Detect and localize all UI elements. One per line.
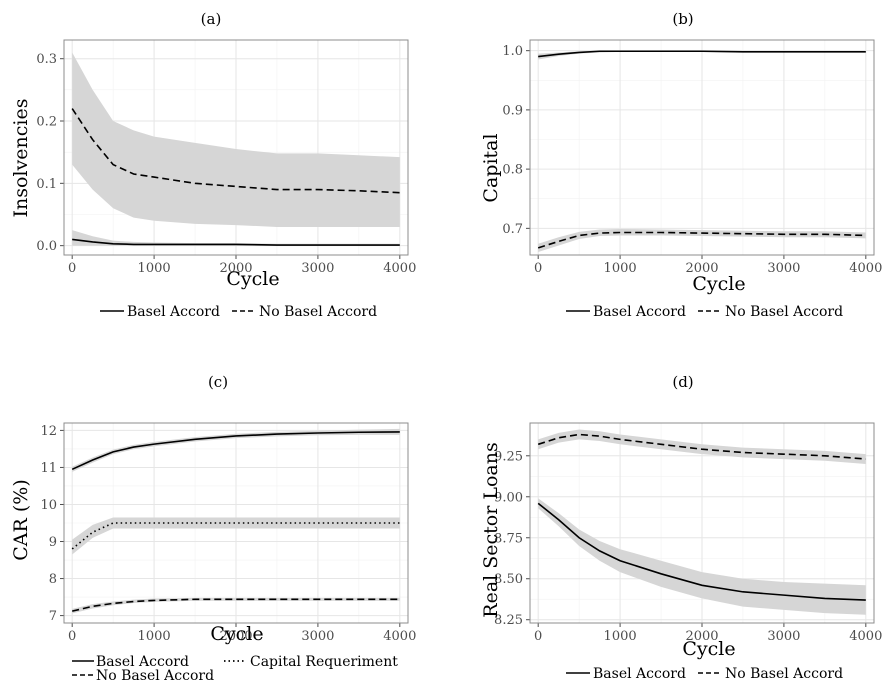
legend-label: No Basel Accord (259, 304, 377, 320)
x-tick-label: 0 (534, 629, 542, 644)
panel-label: (b) (672, 10, 693, 28)
legend: Basel Accord No Basel Accord (100, 304, 377, 320)
confidence-band (538, 498, 866, 615)
series-line (72, 598, 400, 612)
legend-label: Basel Accord (593, 666, 686, 682)
y-tick-label: 0.9 (502, 103, 523, 118)
plot-frame (63, 422, 409, 624)
y-tick-label: 7 (49, 609, 57, 624)
x-tick-label: 3000 (767, 629, 800, 644)
series-line (71, 108, 400, 194)
x-tick-label: 3000 (767, 261, 800, 276)
y-tick-label: 8.75 (494, 531, 523, 546)
plot-area: 0 1000 2000 3000 4000 8.25 8.50 8.75 9.00 9.25 (494, 422, 882, 644)
x-tick-label: 1000 (138, 261, 171, 276)
x-axis-title: Cycle (682, 638, 735, 660)
confidence-band (72, 428, 400, 472)
y-tick-label: 12 (40, 424, 57, 439)
legend-label: Basel Accord (96, 654, 189, 670)
x-tick-label: 0 (68, 261, 76, 276)
plot-area: 0 1000 2000 3000 4000 0.0 0.1 0.2 0.3 (36, 39, 416, 276)
plot-frame (529, 39, 875, 256)
legend: Basel Accord No Basel Accord (566, 666, 843, 682)
x-tick-label: 2000 (685, 629, 718, 644)
plot-frame (529, 422, 875, 624)
y-tick-label: 0.2 (36, 115, 57, 130)
series-line (537, 231, 866, 249)
legend-label: Basel Accord (593, 304, 686, 320)
series-line (537, 433, 866, 460)
x-tick-label: 4000 (383, 629, 416, 644)
y-tick-label: 0.7 (502, 222, 523, 237)
y-tick-label: 8 (49, 572, 57, 587)
panel-label: (d) (672, 373, 693, 391)
x-tick-label: 2000 (685, 261, 718, 276)
x-tick-label: 4000 (849, 629, 882, 644)
y-tick-label: 11 (40, 461, 57, 476)
x-tick-label: 3000 (301, 261, 334, 276)
y-axis-title: Capital (480, 133, 502, 202)
panel-label: (a) (201, 10, 222, 28)
x-tick-label: 3000 (301, 629, 334, 644)
panel-d: (d) 0 1000 2000 3000 4000 8.25 8.50 8.75 9.00 9.2… (480, 373, 882, 682)
y-tick-label: 1.0 (502, 44, 523, 59)
series-line (72, 238, 400, 246)
legend-label: Capital Requeriment (250, 654, 398, 670)
legend: Basel Accord Capital Requeriment No Base… (72, 654, 398, 683)
y-tick-label: 0.3 (36, 52, 57, 67)
y-tick-label: 9.00 (494, 490, 523, 505)
x-tick-label: 2000 (219, 261, 252, 276)
panel-label: (c) (208, 373, 228, 391)
y-tick-label: 0.1 (36, 177, 57, 192)
y-tick-label: 8.25 (494, 613, 523, 628)
x-tick-label: 2000 (219, 629, 252, 644)
x-tick-label: 0 (68, 629, 76, 644)
y-tick-label: 0.8 (502, 163, 523, 178)
y-tick-label: 10 (40, 498, 57, 513)
y-tick-label: 9.25 (494, 449, 523, 464)
plot-area: 0 1000 2000 3000 4000 0.7 0.8 0.9 1.0 (502, 39, 882, 276)
legend-label: No Basel Accord (96, 668, 214, 683)
x-tick-label: 1000 (604, 629, 637, 644)
y-tick-label: 0.0 (36, 239, 57, 254)
x-tick-label: 1000 (604, 261, 637, 276)
x-axis-title: Cycle (210, 623, 263, 645)
y-tick-label: 8.50 (494, 572, 523, 587)
confidence-band (72, 52, 400, 227)
y-axis-title: CAR (%) (10, 479, 32, 560)
confidence-band (538, 429, 866, 464)
y-axis-title: Insolvencies (10, 99, 32, 218)
legend-label: No Basel Accord (725, 304, 843, 320)
series-line (537, 502, 866, 601)
plot-frame (63, 39, 409, 256)
series-line (538, 50, 866, 58)
x-tick-label: 1000 (138, 629, 171, 644)
x-axis-title: Cycle (692, 273, 745, 295)
y-axis-title: Real Sector Loans (480, 442, 502, 617)
confidence-band (72, 517, 400, 555)
panel-c: (c) 0 1000 2000 3000 4000 7 8 9 10 11 12 Cycle CAR… (10, 373, 416, 683)
legend: Basel Accord No Basel Accord (566, 304, 843, 320)
y-tick-label: 9 (49, 535, 57, 550)
x-tick-label: 0 (534, 261, 542, 276)
x-tick-label: 4000 (849, 261, 882, 276)
x-axis-title: Cycle (226, 268, 279, 290)
legend-label: No Basel Accord (725, 666, 843, 682)
confidence-band (72, 597, 400, 614)
confidence-band (72, 230, 400, 246)
series-line (71, 431, 400, 471)
x-tick-label: 4000 (383, 261, 416, 276)
legend-label: Basel Accord (127, 304, 220, 320)
plot-area: 0 1000 2000 3000 4000 7 8 9 10 11 12 (40, 422, 416, 644)
